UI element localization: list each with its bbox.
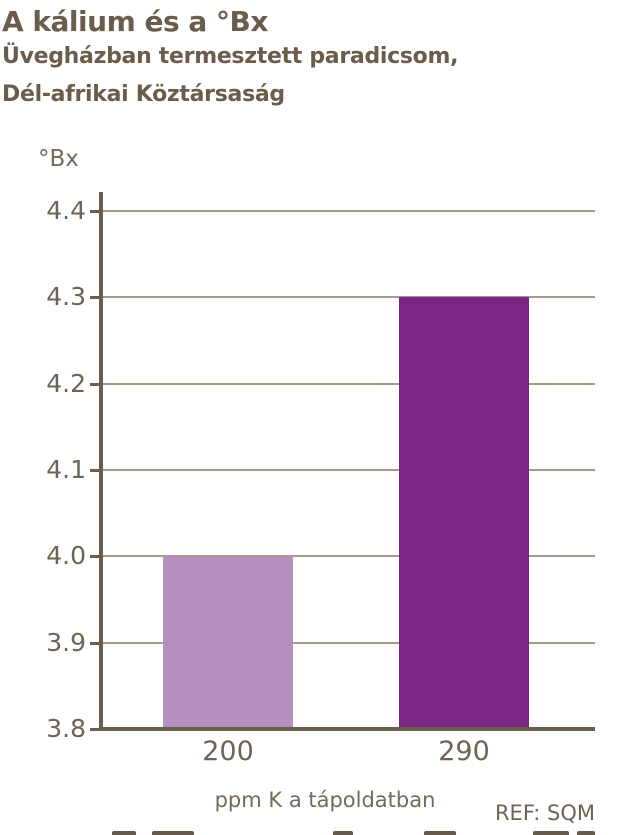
cropped-text-fragment xyxy=(333,831,353,835)
reference-label: REF: SQM xyxy=(494,801,595,825)
chart-subtitle-line2: Dél-afrikai Köztársaság xyxy=(2,82,285,107)
y-tick-mark xyxy=(90,469,99,472)
bar-200 xyxy=(163,556,293,729)
y-axis-unit-label: °Bx xyxy=(38,146,79,172)
y-tick-label: 3.9 xyxy=(46,627,86,657)
y-tick-label: 4.2 xyxy=(46,368,86,398)
y-gridline xyxy=(103,469,595,471)
x-tick-label: 290 xyxy=(438,736,490,767)
y-gridline xyxy=(103,296,595,299)
x-axis-title: ppm K a tápoldatban xyxy=(214,788,436,812)
y-gridline xyxy=(103,555,595,558)
y-gridline xyxy=(103,210,595,212)
y-tick-mark xyxy=(90,728,99,731)
cropped-text-fragment xyxy=(152,831,194,835)
y-tick-mark xyxy=(90,641,99,645)
y-gridline xyxy=(103,382,595,385)
cropped-text-fragment xyxy=(112,831,136,835)
chart-title: A kálium és a °Bx xyxy=(2,5,268,38)
y-tick-label: 4.1 xyxy=(46,455,86,484)
cropped-text-fragment xyxy=(424,831,456,835)
y-tick-label: 4.4 xyxy=(46,196,86,225)
x-tick-label: 200 xyxy=(202,736,254,767)
y-gridline xyxy=(103,641,595,644)
bar-290 xyxy=(399,297,529,729)
y-tick-mark xyxy=(90,296,99,300)
y-axis-line xyxy=(99,192,103,731)
y-tick-label: 4.3 xyxy=(46,282,86,312)
cropped-text-fragment xyxy=(533,831,569,835)
cropped-text-fragment xyxy=(577,831,595,835)
chart-subtitle-line1: Üvegházban termesztett paradicsom, xyxy=(2,44,459,69)
y-tick-label: 3.8 xyxy=(46,714,86,743)
y-tick-mark xyxy=(90,382,99,386)
y-tick-mark xyxy=(90,210,99,213)
y-tick-mark xyxy=(90,555,99,559)
x-axis-line xyxy=(99,727,595,731)
y-tick-label: 4.0 xyxy=(46,541,86,571)
